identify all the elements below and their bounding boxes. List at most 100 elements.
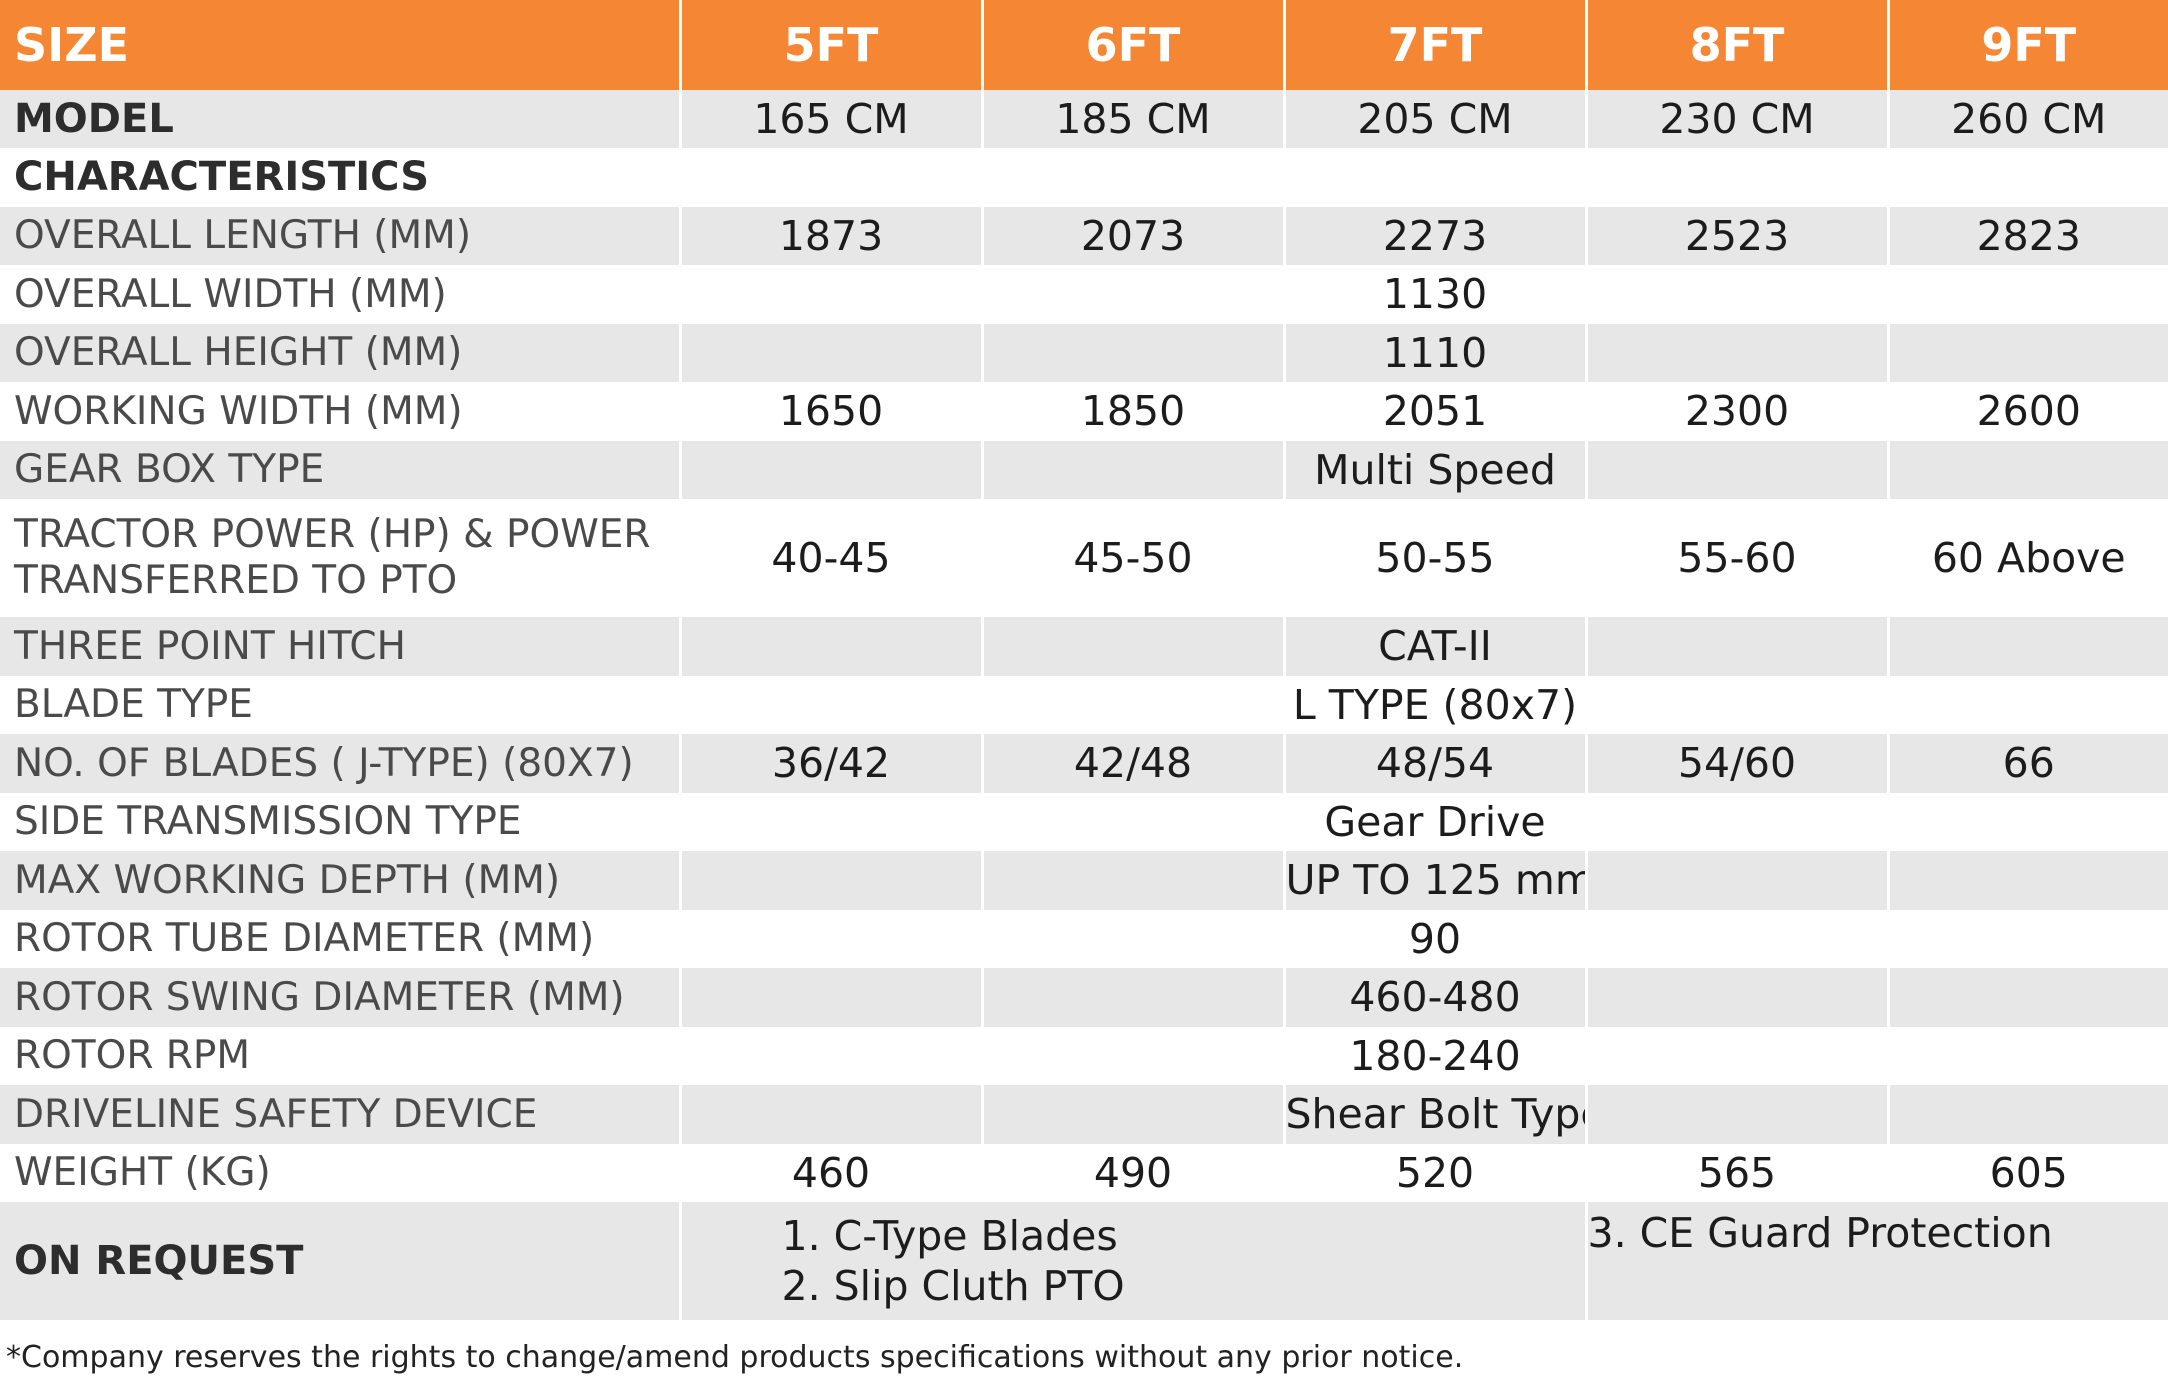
row-value: 55-60: [1584, 499, 1888, 617]
model-label: MODEL: [14, 96, 174, 142]
row-value: UP TO 125 mm: [1282, 851, 1586, 910]
empty-cell: [1584, 851, 1888, 910]
empty-cell: [678, 440, 982, 499]
empty-cell: [1886, 1026, 2168, 1085]
row-value: 2523: [1584, 206, 1888, 265]
three-point-hitch-row: THREE POINT HITCH CAT-II: [0, 617, 2168, 676]
row-value: 565: [1584, 1143, 1888, 1202]
empty-cell: [980, 323, 1284, 382]
row-label: SIDE TRANSMISSION TYPE: [14, 799, 522, 845]
empty-cell: [1886, 148, 2168, 207]
row-value: 66: [1886, 734, 2168, 793]
max-working-depth-row: MAX WORKING DEPTH (MM) UP TO 125 mm: [0, 851, 2168, 910]
on-request-item: 2. Slip Cluth PTO: [781, 1262, 1125, 1310]
empty-cell: [980, 675, 1284, 734]
row-value: Multi Speed: [1282, 440, 1586, 499]
row-value: 460-480: [1282, 968, 1586, 1027]
weight-row: WEIGHT (KG) 460 490 520 565 605: [0, 1143, 2168, 1202]
row-label: WEIGHT (KG): [14, 1150, 271, 1196]
size-header-6ft: 6FT: [980, 0, 1284, 90]
empty-cell: [980, 909, 1284, 968]
empty-cell: [678, 1085, 982, 1144]
row-value: 2823: [1886, 206, 2168, 265]
row-label: GEAR BOX TYPE: [14, 447, 325, 493]
label-line: TRANSFERRED TO PTO: [14, 558, 458, 603]
empty-cell: [678, 909, 982, 968]
row-label: OVERALL WIDTH (MM): [14, 271, 447, 317]
empty-cell: [1886, 968, 2168, 1027]
row-value: 2600: [1886, 382, 2168, 441]
empty-cell: [980, 968, 1284, 1027]
characteristics-label: CHARACTERISTICS: [14, 154, 430, 201]
model-value: 230 CM: [1584, 90, 1888, 148]
row-value: 1873: [678, 206, 982, 265]
footnote: *Company reserves the rights to change/a…: [6, 1340, 1464, 1375]
empty-cell: [678, 675, 982, 734]
row-value: 90: [1282, 909, 1586, 968]
rotor-rpm-row: ROTOR RPM 180-240: [0, 1026, 2168, 1085]
empty-cell: [678, 323, 982, 382]
row-value: 1110: [1282, 323, 1586, 382]
blade-type-row: BLADE TYPE L TYPE (80x7): [0, 675, 2168, 734]
on-request-list: 3. CE Guard Protection: [1589, 1208, 2168, 1258]
on-request-list-left: 1. C-Type Blades 2. Slip Cluth PTO: [678, 1202, 1586, 1320]
row-value: 42/48: [980, 734, 1284, 793]
working-width-row: WORKING WIDTH (MM) 1650 1850 2051 2300 2…: [0, 382, 2168, 441]
row-label: THREE POINT HITCH: [14, 623, 406, 669]
spec-table: SIZE 5FT 6FT 7FT 8FT 9FT MODEL 165 CM 18…: [0, 0, 2168, 1320]
row-label: DRIVELINE SAFETY DEVICE: [14, 1091, 538, 1137]
row-value: 1850: [980, 382, 1284, 441]
empty-cell: [980, 792, 1284, 851]
row-label: OVERALL LENGTH (MM): [14, 213, 472, 259]
row-value: 2051: [1282, 382, 1586, 441]
row-value: Shear Bolt Type: [1282, 1085, 1586, 1144]
no-of-blades-row: NO. OF BLADES ( J-TYPE) (80X7) 36/42 42/…: [0, 734, 2168, 793]
empty-cell: [1584, 675, 1888, 734]
on-request-list-right: 3. CE Guard Protection: [1584, 1202, 2168, 1320]
row-label: OVERALL HEIGHT (MM): [14, 330, 463, 376]
empty-cell: [1886, 909, 2168, 968]
on-request-item: 1. C-Type Blades: [781, 1212, 1118, 1260]
model-value: 260 CM: [1886, 90, 2168, 148]
model-value: 205 CM: [1282, 90, 1586, 148]
empty-cell: [980, 1085, 1284, 1144]
row-value: 180-240: [1282, 1026, 1586, 1085]
empty-cell: [678, 792, 982, 851]
empty-cell: [1282, 148, 1586, 207]
row-value: 40-45: [678, 499, 982, 617]
driveline-safety-row: DRIVELINE SAFETY DEVICE Shear Bolt Type: [0, 1085, 2168, 1144]
row-value: 520: [1282, 1143, 1586, 1202]
label-line: TRACTOR POWER (HP) & POWER: [14, 512, 651, 557]
empty-cell: [1886, 1085, 2168, 1144]
empty-cell: [1584, 1085, 1888, 1144]
empty-cell: [1584, 323, 1888, 382]
row-value: 2073: [980, 206, 1284, 265]
empty-cell: [980, 617, 1284, 676]
on-request-row: ON REQUEST 1. C-Type Blades 2. Slip Clut…: [0, 1202, 2168, 1320]
empty-cell: [678, 1026, 982, 1085]
empty-cell: [1584, 265, 1888, 324]
empty-cell: [1886, 851, 2168, 910]
empty-cell: [1584, 1026, 1888, 1085]
empty-cell: [1584, 440, 1888, 499]
empty-cell: [678, 968, 982, 1027]
empty-cell: [1584, 909, 1888, 968]
row-value: 50-55: [1282, 499, 1586, 617]
row-value: 48/54: [1282, 734, 1586, 793]
empty-cell: [678, 148, 982, 207]
rotor-tube-row: ROTOR TUBE DIAMETER (MM) 90: [0, 909, 2168, 968]
row-label: BLADE TYPE: [14, 682, 253, 728]
row-value: 60 Above: [1886, 499, 2168, 617]
empty-cell: [1886, 265, 2168, 324]
size-header-9ft: 9FT: [1886, 0, 2168, 90]
empty-cell: [678, 617, 982, 676]
rotor-swing-row: ROTOR SWING DIAMETER (MM) 460-480: [0, 968, 2168, 1027]
row-value: 54/60: [1584, 734, 1888, 793]
overall-height-row: OVERALL HEIGHT (MM) 1110: [0, 323, 2168, 382]
row-value: Gear Drive: [1282, 792, 1586, 851]
row-value: 2273: [1282, 206, 1586, 265]
row-value: 1130: [1282, 265, 1586, 324]
empty-cell: [1886, 675, 2168, 734]
row-value: CAT-II: [1282, 617, 1586, 676]
overall-width-row: OVERALL WIDTH (MM) 1130: [0, 265, 2168, 324]
